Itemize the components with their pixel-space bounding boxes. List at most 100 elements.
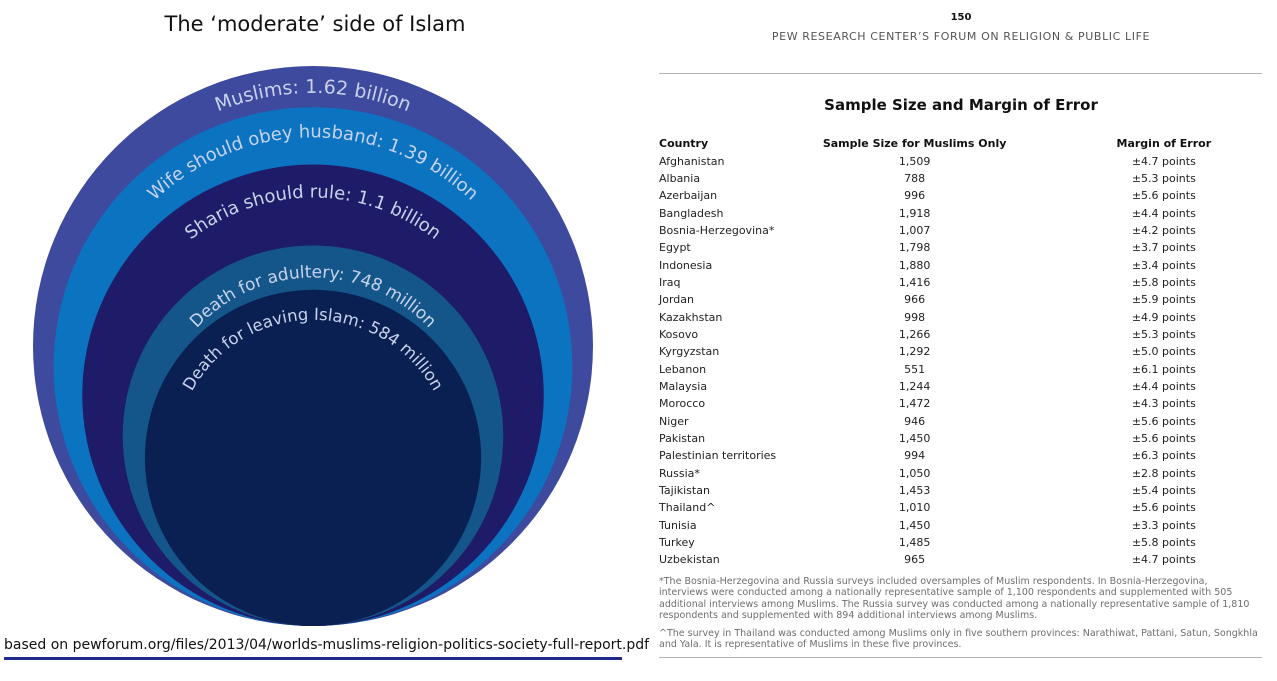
cell-sample-size: 996 [904, 189, 926, 203]
cell-sample-size: 1,485 [898, 536, 931, 550]
table-row: Egypt 1,798 ±3.7 points [659, 239, 1259, 256]
table-row: Albania 788 ±5.3 points [659, 170, 1259, 187]
footnote-oversamples: *The Bosnia-Herzegovina and Russia surve… [659, 576, 1250, 621]
cell-margin-of-error: ±5.3 points [1131, 327, 1196, 341]
cell-margin-of-error: ±5.3 points [1131, 171, 1196, 185]
cell-margin-of-error: ±4.3 points [1131, 397, 1196, 411]
cell-sample-size: 1,244 [898, 379, 931, 393]
cell-sample-size: 1,472 [898, 397, 931, 411]
cell-margin-of-error: ±5.6 points [1131, 432, 1196, 446]
table-row: Tajikistan 1,453 ±5.4 points [659, 482, 1259, 499]
table-row: Jordan 966 ±5.9 points [659, 291, 1259, 308]
table-row: Morocco 1,472 ±4.3 points [659, 395, 1259, 412]
cell-country: Tajikistan [659, 484, 710, 498]
cell-country: Bosnia-Herzegovina* [659, 223, 775, 237]
cell-sample-size: 1,798 [898, 241, 931, 255]
table-header-row: Country Sample Size for Muslims Only Mar… [659, 135, 1259, 152]
cell-margin-of-error: ±5.8 points [1131, 536, 1196, 550]
cell-sample-size: 1,416 [898, 275, 931, 289]
cell-sample-size: 994 [904, 449, 926, 463]
table-row: Thailand^ 1,010 ±5.6 points [659, 499, 1259, 516]
cell-country: Kazakhstan [659, 310, 723, 324]
column-header-margin-of-error: Margin of Error [1116, 137, 1212, 151]
cell-country: Pakistan [659, 432, 706, 446]
cell-margin-of-error: ±4.9 points [1131, 310, 1196, 324]
circle-4 [144, 289, 482, 626]
cell-margin-of-error: ±3.4 points [1131, 258, 1196, 272]
table-row: Niger 946 ±5.6 points [659, 413, 1259, 430]
cell-country: Bangladesh [659, 206, 724, 220]
footnote-thailand: ^The survey in Thailand was conducted am… [659, 628, 1258, 651]
cell-sample-size: 1,266 [898, 327, 931, 341]
sample-size-table: Country Sample Size for Muslims Only Mar… [659, 135, 1259, 569]
table-row: Malaysia 1,244 ±4.4 points [659, 378, 1259, 395]
chart-panel: Muslims: 1.62 billion Wife should obey hu… [0, 0, 649, 681]
table-row: Lebanon 551 ±6.1 points [659, 360, 1259, 377]
table-row: Russia* 1,050 ±2.8 points [659, 465, 1259, 482]
table-row: Tunisia 1,450 ±3.3 points [659, 517, 1259, 534]
cell-margin-of-error: ±5.6 points [1131, 501, 1196, 515]
table-row: Kosovo 1,266 ±5.3 points [659, 326, 1259, 343]
cell-margin-of-error: ±2.8 points [1131, 466, 1196, 480]
cell-country: Kyrgyzstan [659, 345, 720, 359]
table-row: Turkey 1,485 ±5.8 points [659, 534, 1259, 551]
chart-title: The ‘moderate’ side of Islam [164, 12, 466, 36]
cell-country: Russia* [659, 466, 700, 480]
cell-country: Morocco [659, 397, 706, 411]
table-row: Pakistan 1,450 ±5.6 points [659, 430, 1259, 447]
cell-country: Azerbaijan [659, 189, 718, 203]
cell-margin-of-error: ±5.6 points [1131, 414, 1196, 428]
cell-country: Afghanistan [659, 154, 725, 168]
cell-country: Palestinian territories [659, 449, 777, 463]
cell-margin-of-error: ±3.3 points [1131, 518, 1196, 532]
cell-margin-of-error: ±5.8 points [1131, 275, 1196, 289]
table-row: Bosnia-Herzegovina* 1,007 ±4.2 points [659, 222, 1259, 239]
cell-country: Indonesia [659, 258, 713, 272]
cell-margin-of-error: ±4.4 points [1131, 379, 1196, 393]
table-title: Sample Size and Margin of Error [824, 96, 1098, 114]
cell-country: Niger [659, 414, 689, 428]
cell-margin-of-error: ±5.0 points [1131, 345, 1196, 359]
column-header-sample-size: Sample Size for Muslims Only [822, 137, 1007, 151]
table-row: Kyrgyzstan 1,292 ±5.0 points [659, 343, 1259, 360]
source-citation: based on pewforum.org/files/2013/04/worl… [4, 635, 649, 660]
cell-margin-of-error: ±4.7 points [1131, 154, 1196, 168]
report-header: PEW RESEARCH CENTER’S FORUM ON RELIGION … [771, 30, 1151, 43]
header-divider [659, 73, 1262, 74]
cell-margin-of-error: ±5.4 points [1131, 484, 1196, 498]
cell-country: Albania [659, 171, 701, 185]
cell-margin-of-error: ±4.4 points [1131, 206, 1196, 220]
cell-sample-size: 1,453 [898, 484, 931, 498]
cell-margin-of-error: ±4.2 points [1131, 223, 1196, 237]
cell-margin-of-error: ±6.1 points [1131, 362, 1196, 376]
cell-sample-size: 1,292 [898, 345, 931, 359]
table-row: Palestinian territories 994 ±6.3 points [659, 447, 1259, 464]
cell-country: Thailand^ [659, 501, 716, 515]
cell-sample-size: 1,509 [898, 154, 931, 168]
cell-margin-of-error: ±4.7 points [1131, 553, 1196, 567]
cell-country: Uzbekistan [659, 553, 720, 567]
table-row: Azerbaijan 996 ±5.6 points [659, 187, 1259, 204]
cell-country: Lebanon [659, 362, 707, 376]
cell-margin-of-error: ±6.3 points [1131, 449, 1196, 463]
cell-country: Malaysia [659, 379, 708, 393]
cell-country: Turkey [659, 536, 695, 550]
page-number: 150 [950, 12, 972, 23]
table-row: Bangladesh 1,918 ±4.4 points [659, 204, 1259, 221]
cell-sample-size: 1,450 [898, 432, 931, 446]
cell-margin-of-error: ±3.7 points [1131, 241, 1196, 255]
cell-sample-size: 1,880 [898, 258, 931, 272]
cell-margin-of-error: ±5.9 points [1131, 293, 1196, 307]
cell-margin-of-error: ±5.6 points [1131, 189, 1196, 203]
table-row: Iraq 1,416 ±5.8 points [659, 274, 1259, 291]
cell-sample-size: 1,918 [898, 206, 931, 220]
table-row: Kazakhstan 998 ±4.9 points [659, 308, 1259, 325]
cell-country: Jordan [659, 293, 694, 307]
cell-sample-size: 946 [904, 414, 926, 428]
cell-sample-size: 1,050 [898, 466, 931, 480]
cell-sample-size: 965 [904, 553, 926, 567]
report-page: 150 PEW RESEARCH CENTER’S FORUM ON RELIG… [655, 0, 1267, 681]
cell-sample-size: 551 [904, 362, 926, 376]
column-header-country: Country [659, 137, 709, 151]
